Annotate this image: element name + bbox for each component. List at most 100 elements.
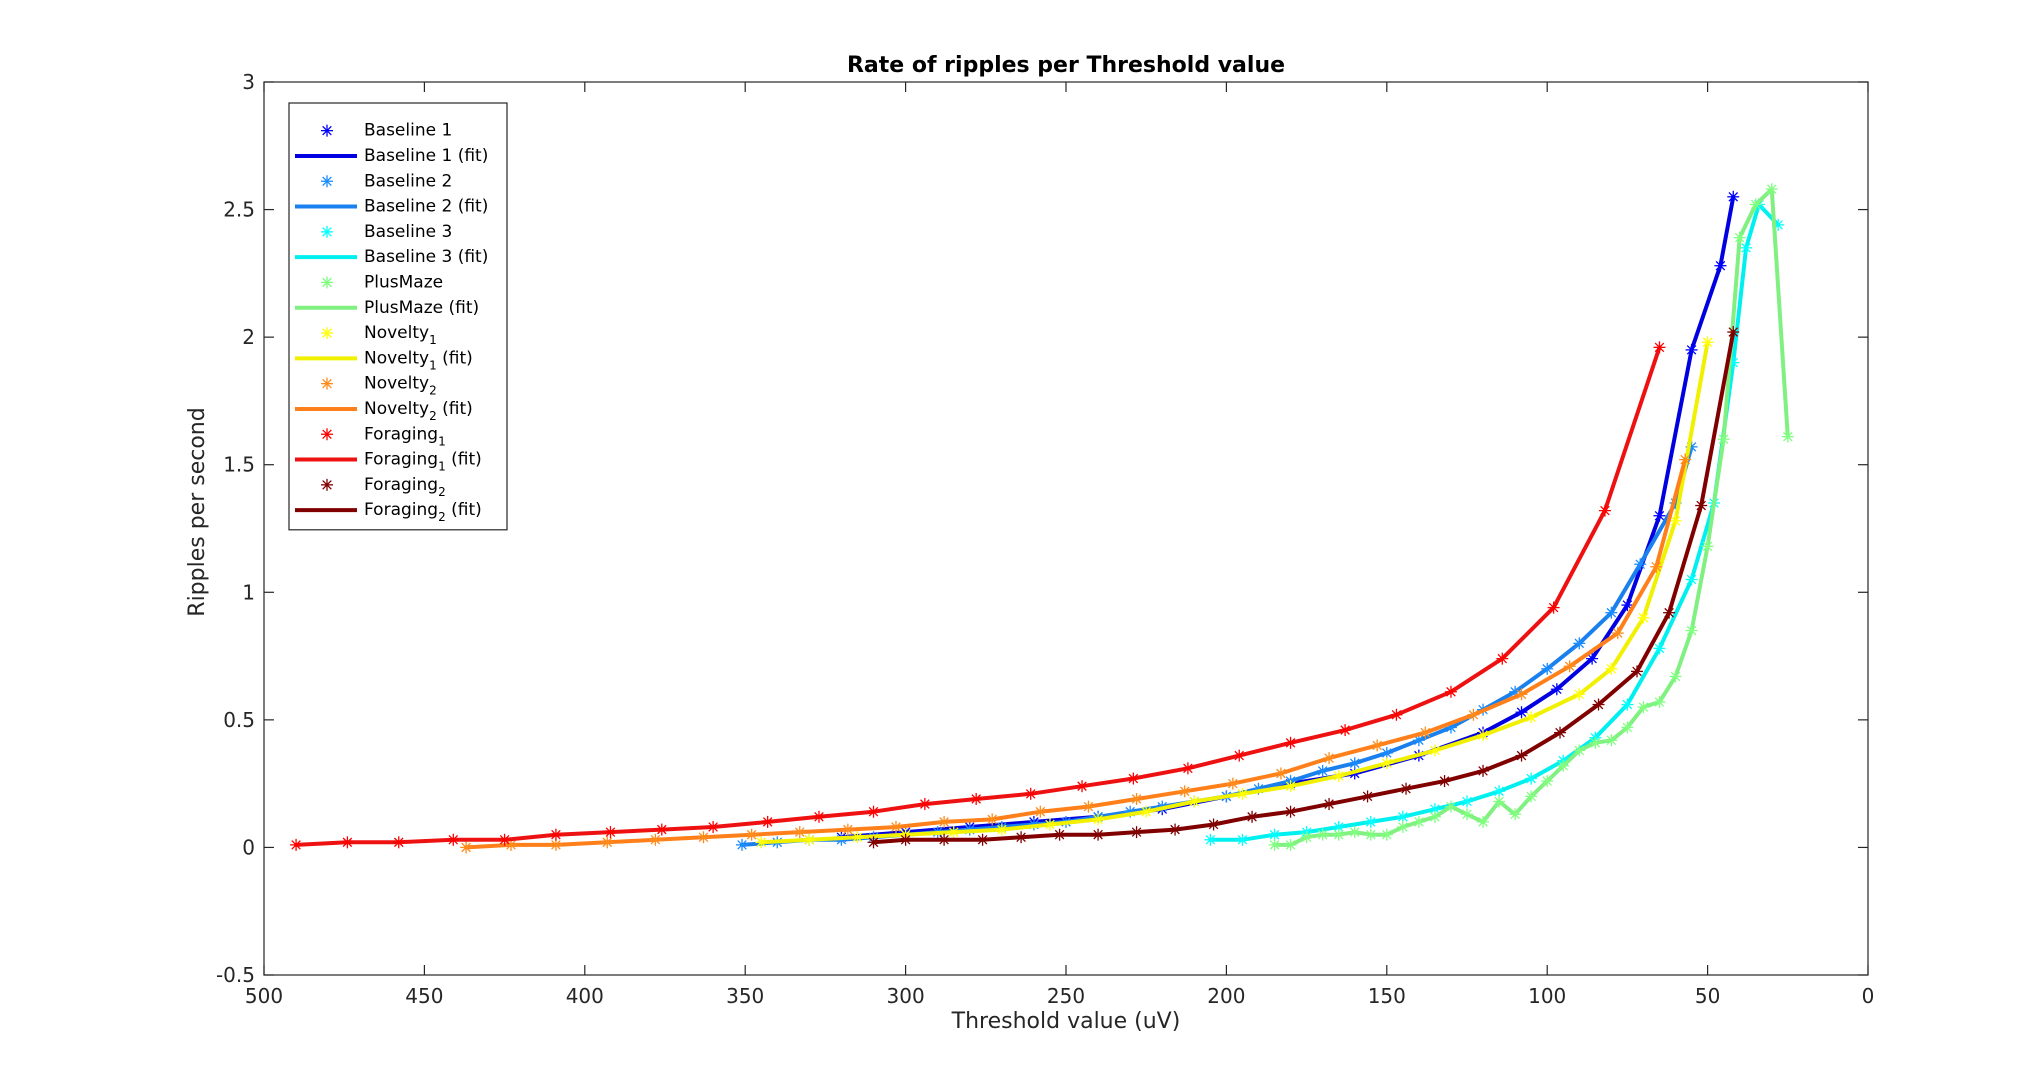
legend-label: Novelty2 (fit) [364, 399, 473, 423]
data-point [1573, 688, 1586, 701]
data-point [867, 836, 880, 849]
data-point [1015, 831, 1028, 844]
data-point [1605, 734, 1618, 747]
data-point [1323, 798, 1336, 811]
data-point [1467, 708, 1480, 721]
data-point [1024, 787, 1037, 800]
data-point [1316, 828, 1329, 841]
legend-label: Baseline 2 [364, 171, 452, 191]
legend-label-text: Novelty [364, 374, 429, 394]
legend-label-text: Baseline 2 [364, 171, 452, 191]
data-point [1380, 747, 1393, 760]
y-tick-label: 0 [242, 835, 255, 859]
y-tick-label: 2.5 [223, 198, 255, 222]
data-point [1717, 433, 1730, 446]
data-point [707, 821, 720, 834]
legend-label-text: Novelty [364, 348, 429, 368]
data-point [1371, 739, 1384, 752]
data-point [1573, 744, 1586, 757]
legend-label: Baseline 3 [364, 222, 452, 242]
data-point [1637, 701, 1650, 714]
legend-item: PlusMaze (fit) [295, 298, 479, 318]
legend-item: PlusMaze [321, 272, 443, 292]
data-point [1268, 828, 1281, 841]
data-point [1496, 652, 1509, 665]
x-tick-label: 300 [887, 984, 925, 1008]
legend-label: Baseline 1 (fit) [364, 146, 488, 166]
legend-item: Foraging1 [321, 424, 446, 448]
data-point [1695, 499, 1708, 512]
data-point [899, 833, 912, 846]
legend-marker [321, 124, 333, 137]
data-point [755, 836, 768, 849]
data-point [1348, 826, 1361, 839]
data-point [841, 823, 854, 836]
legend-item: Foraging1 (fit) [295, 450, 482, 474]
data-point [1181, 762, 1194, 775]
data-point [1082, 800, 1095, 813]
data-point [1515, 749, 1528, 762]
data-point [1733, 231, 1746, 244]
x-tick-label: 100 [1528, 984, 1566, 1008]
data-point [1701, 540, 1714, 553]
x-tick-label: 150 [1368, 984, 1406, 1008]
fit-line [759, 340, 1710, 845]
legend-label-suffix: (fit) [446, 450, 482, 470]
data-point [1076, 780, 1089, 793]
data-point [1749, 198, 1762, 211]
legend-label: PlusMaze [364, 272, 443, 292]
data-point [1685, 573, 1698, 586]
data-point [1226, 777, 1239, 790]
legend-label-text: PlusMaze (fit) [364, 298, 479, 318]
legend-label: PlusMaze (fit) [364, 298, 479, 318]
y-tick-label: 1 [242, 580, 255, 604]
data-point [938, 815, 951, 828]
legend-label: Novelty1 (fit) [364, 348, 473, 372]
data-point [986, 813, 999, 826]
data-point [1621, 721, 1634, 734]
data-point [1669, 670, 1682, 683]
legend-marker [321, 377, 333, 390]
data-point [1477, 764, 1490, 777]
data-point [1092, 828, 1105, 841]
data-point [735, 838, 748, 851]
data-point [1034, 805, 1047, 818]
legend-item: Baseline 2 [321, 171, 452, 191]
data-point [1592, 698, 1605, 711]
data-point [1493, 795, 1506, 808]
series-foraging2 [867, 326, 1740, 849]
data-point [1204, 833, 1217, 846]
data-point [1653, 642, 1666, 655]
data-point [1361, 790, 1374, 803]
data-point [1701, 336, 1714, 349]
data-point [1428, 744, 1441, 757]
data-point [1650, 560, 1663, 573]
legend-label-text: Baseline 3 [364, 222, 452, 242]
legend-label-suffix: (fit) [437, 399, 473, 419]
data-point [1127, 772, 1140, 785]
legend-marker [321, 327, 333, 340]
legend-label: Baseline 1 [364, 121, 452, 141]
data-point [1541, 662, 1554, 675]
data-point [460, 841, 473, 854]
data-point [938, 833, 951, 846]
legend-label: Foraging2 [364, 475, 446, 499]
data-point [1637, 611, 1650, 624]
data-point [1207, 818, 1220, 831]
data-point [1605, 662, 1618, 675]
legend-item: Baseline 2 (fit) [295, 197, 488, 217]
legend-label-text: PlusMaze [364, 272, 443, 292]
fit-line [871, 330, 1736, 845]
data-point [1525, 772, 1538, 785]
legend-marker [321, 175, 333, 188]
data-point [1509, 808, 1522, 821]
data-point [1284, 805, 1297, 818]
data-point [1653, 341, 1666, 354]
y-tick-label: -0.5 [216, 963, 255, 987]
data-point [1781, 430, 1794, 443]
legend: Baseline 1 Baseline 1 (fit) Baseline 2 Base… [288, 102, 508, 531]
data-point [1284, 838, 1297, 851]
legend-item: Foraging2 [321, 475, 446, 499]
data-point [918, 798, 931, 811]
